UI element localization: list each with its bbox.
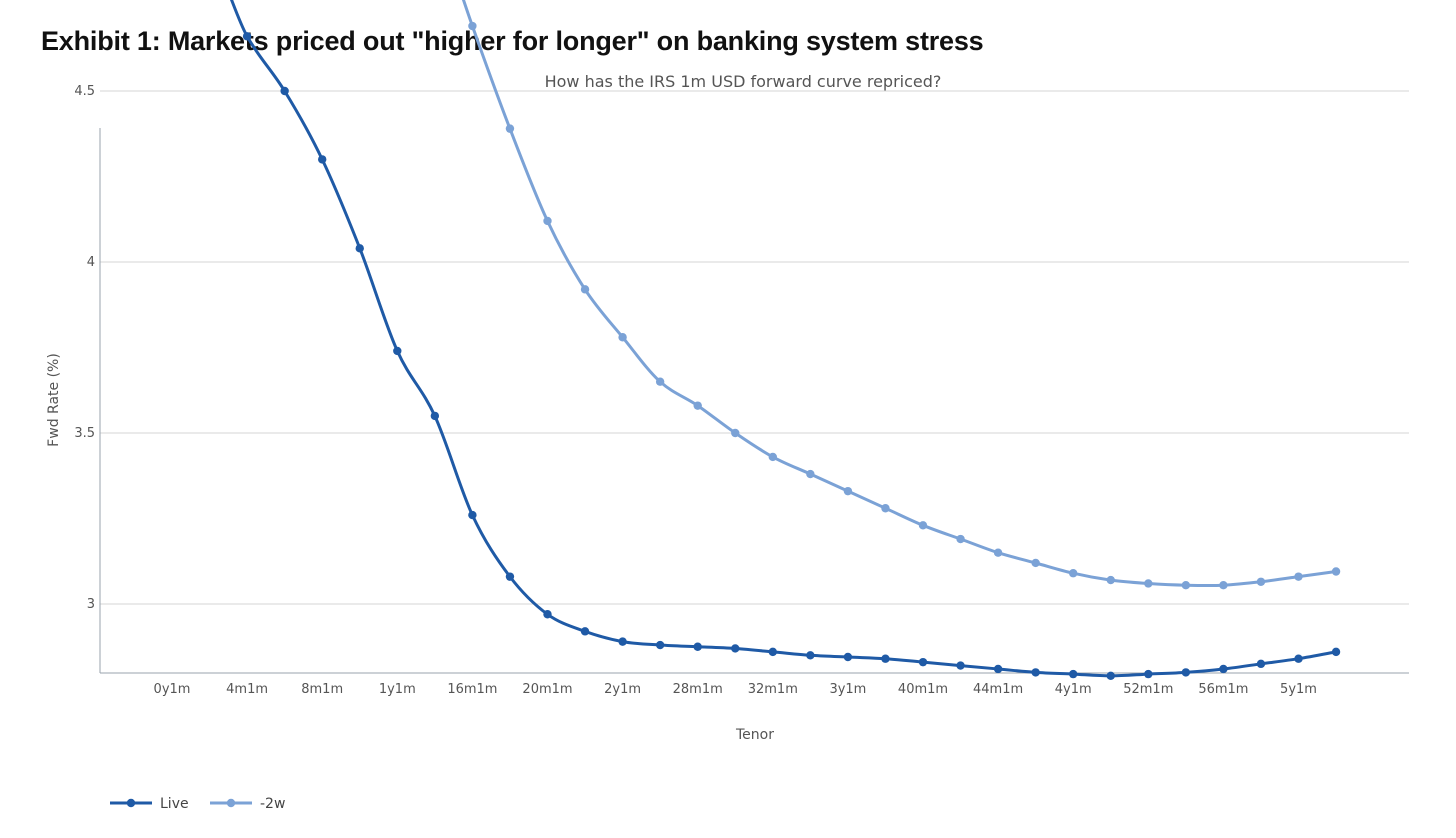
data-point: [881, 654, 890, 663]
data-point: [1181, 668, 1191, 677]
data-point: [1294, 572, 1303, 581]
y-tick-label: 4.5: [74, 84, 95, 99]
data-point: [768, 452, 777, 462]
data-point: [693, 642, 702, 651]
x-tick-label: 28m1m: [673, 682, 723, 697]
data-point: [1031, 668, 1040, 677]
data-point: [1106, 671, 1115, 681]
data-point: [430, 411, 440, 421]
x-tick-label: 1y1m: [379, 682, 416, 697]
data-point: [1331, 647, 1341, 657]
chart-subtitle: How has the IRS 1m USD forward curve rep…: [545, 72, 942, 91]
x-tick-label: 3y1m: [829, 682, 866, 697]
series-layer: [230, 0, 1341, 681]
data-point: [993, 664, 1003, 674]
y-axis-label: Fwd Rate (%): [46, 353, 62, 447]
data-point: [242, 32, 252, 41]
data-point: [881, 504, 890, 513]
x-tick-label: 0y1m: [154, 682, 191, 697]
x-tick-label: 56m1m: [1198, 682, 1248, 697]
data-point: [543, 610, 552, 619]
data-point: [843, 486, 853, 496]
data-point: [768, 647, 777, 657]
data-point: [355, 244, 364, 253]
data-point: [393, 346, 402, 356]
y-tick-labels: 33.544.555.5: [74, 84, 95, 612]
data-point: [505, 572, 515, 581]
data-point: [731, 644, 740, 653]
data-point: [1219, 580, 1228, 590]
x-tick-label: 5y1m: [1280, 682, 1317, 697]
data-point: [806, 651, 815, 660]
x-tick-labels: 0y1m 4m1m 8m1m 1y1m 16m1m 20m1m 2y1m 28m1m 32m1m…: [154, 682, 1317, 697]
series-line: [461, 0, 1338, 588]
data-point: [918, 657, 928, 667]
data-point: [731, 428, 740, 438]
data-point: [956, 534, 965, 544]
data-point: [280, 86, 289, 96]
data-point: [318, 155, 327, 164]
data-point: [543, 216, 552, 226]
y-tick-label: 3.5: [74, 426, 95, 441]
legend-swatch-marker: [226, 798, 236, 808]
data-point: [1181, 580, 1191, 590]
data-point: [993, 548, 1003, 557]
x-tick-label: 40m1m: [898, 682, 948, 697]
x-tick-label: 20m1m: [522, 682, 572, 697]
axes: [99, 128, 1409, 674]
data-point: [468, 21, 477, 31]
legend-item-minus-2w[interactable]: -2w: [210, 796, 285, 812]
x-tick-label: 44m1m: [973, 682, 1023, 697]
data-point: [956, 661, 965, 670]
exhibit-title: Exhibit 1: Markets priced out "higher fo…: [41, 26, 984, 56]
legend-label: -2w: [260, 796, 285, 812]
data-point: [1031, 558, 1040, 568]
gridlines: [100, 90, 1409, 605]
y-tick-label: 3: [87, 597, 95, 612]
data-point: [1219, 664, 1228, 674]
x-tick-label: 2y1m: [604, 682, 641, 697]
y-tick-label: 4: [87, 255, 95, 270]
data-point: [1331, 567, 1341, 576]
data-point: [843, 652, 853, 662]
legend-item-live[interactable]: Live: [110, 796, 189, 812]
data-point: [655, 377, 665, 386]
x-tick-label: 4m1m: [226, 682, 268, 697]
x-tick-label: 4y1m: [1055, 682, 1092, 697]
data-point: [806, 469, 815, 479]
data-point: [1256, 577, 1266, 586]
data-point: [580, 627, 590, 636]
data-point: [1256, 659, 1266, 669]
data-point: [618, 333, 627, 342]
legend-swatch-marker: [126, 798, 136, 808]
data-point: [1106, 575, 1115, 585]
series-minus-2w: [461, 0, 1341, 590]
data-point: [1144, 579, 1153, 588]
data-point: [580, 285, 590, 294]
legend[interactable]: Live -2w: [110, 796, 285, 812]
data-point: [1144, 669, 1153, 679]
x-tick-label: 8m1m: [301, 682, 343, 697]
data-point: [1069, 669, 1078, 679]
data-point: [693, 401, 702, 410]
data-point: [1294, 654, 1303, 663]
x-tick-label: 52m1m: [1123, 682, 1173, 697]
data-point: [655, 640, 665, 650]
data-point: [918, 521, 928, 530]
data-point: [505, 124, 515, 133]
series-line: [230, 0, 1338, 678]
x-tick-label: 16m1m: [447, 682, 497, 697]
x-tick-label: 32m1m: [748, 682, 798, 697]
data-point: [618, 637, 627, 646]
series-live: [230, 0, 1341, 681]
data-point: [1069, 569, 1078, 578]
x-axis-label: Tenor: [735, 727, 774, 743]
legend-label: Live: [160, 796, 189, 812]
data-point: [468, 510, 477, 520]
